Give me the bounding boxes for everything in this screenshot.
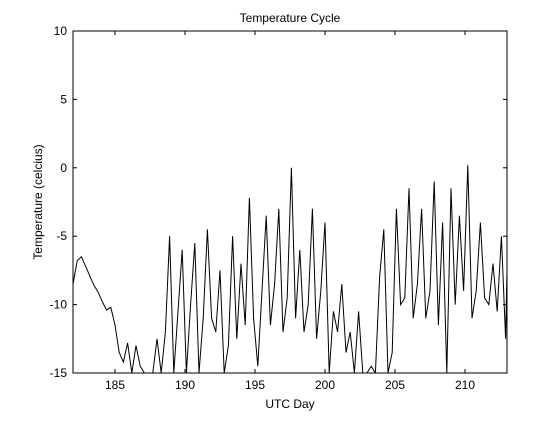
y-tick-label: 0	[60, 161, 67, 175]
y-tick-label: -10	[50, 298, 68, 312]
x-axis-label: UTC Day	[265, 397, 314, 411]
x-tick-label: 200	[315, 378, 335, 392]
y-axis-label: Temperature (celcius)	[31, 144, 45, 259]
chart-title: Temperature Cycle	[240, 11, 341, 25]
x-tick-label: 210	[455, 378, 475, 392]
y-tick-label: -15	[50, 366, 68, 380]
x-tick-label: 195	[245, 378, 265, 392]
x-axis: 185 190 195 200 205 210	[105, 31, 475, 392]
plot-frame	[72, 30, 508, 374]
series-line-0	[73, 165, 507, 373]
x-tick-label: 185	[105, 378, 125, 392]
y-tick-label: -5	[56, 229, 67, 243]
y-axis: -15 -10 -5 0 5 10	[50, 24, 507, 380]
y-tick-label: 5	[60, 92, 67, 106]
x-tick-label: 205	[385, 378, 405, 392]
series-layer	[73, 165, 507, 373]
x-tick-label: 190	[175, 378, 195, 392]
y-tick-label: 10	[54, 24, 68, 38]
